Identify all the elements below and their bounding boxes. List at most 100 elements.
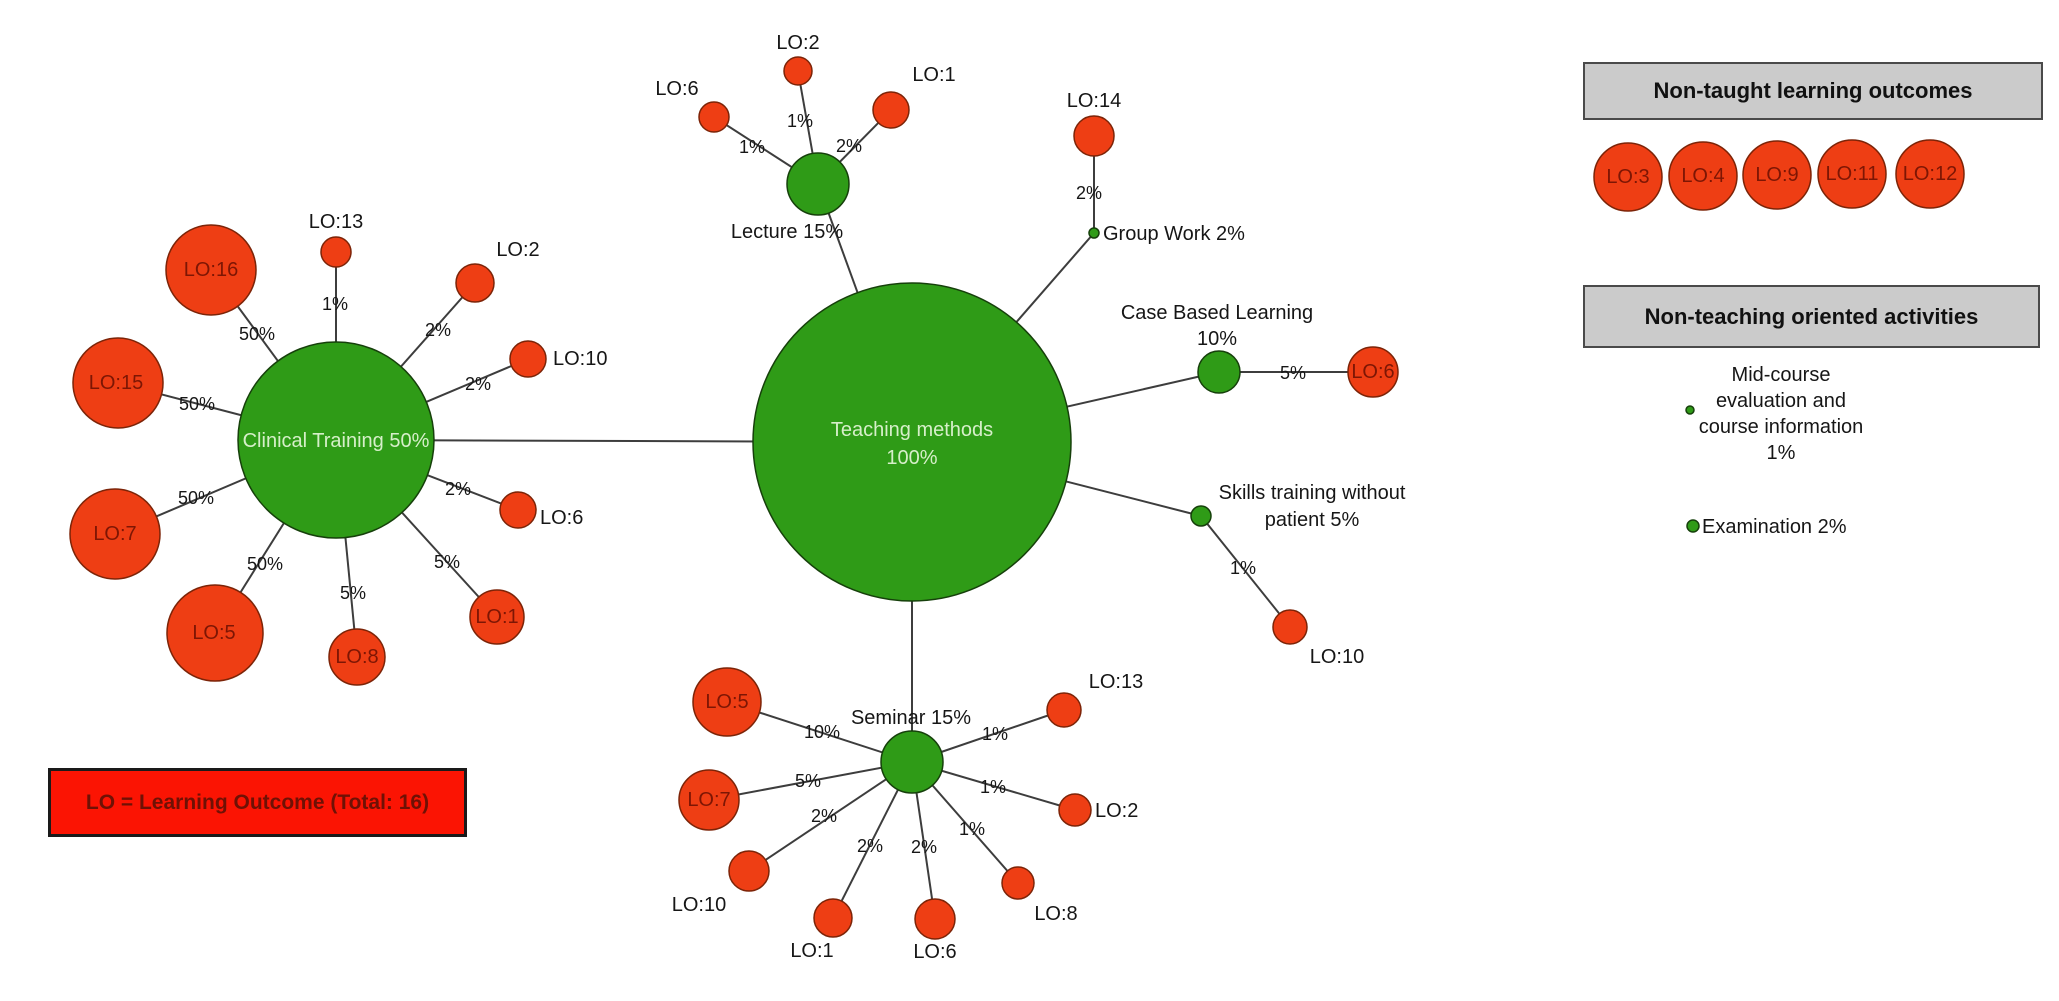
seminar-lo5-label: LO:5	[705, 691, 748, 713]
clinical-lo16-label: LO:16	[184, 259, 238, 281]
edge-label-seminar-lo10: 2%	[811, 806, 837, 826]
clinical-lo7-node	[69, 488, 161, 580]
teaching-methods-label: Teaching methods	[831, 419, 993, 441]
edge-label-cbl-lo6: 5%	[1280, 363, 1306, 383]
teaching-methods-node	[752, 282, 1072, 602]
non-taught-lo9-label: LO:9	[1755, 164, 1798, 186]
clinical-lo13-node	[320, 236, 352, 268]
seminar-lo7-label: LO:7	[687, 789, 730, 811]
seminar-lo6-node	[914, 898, 956, 940]
seminar-lo7-node	[678, 769, 740, 831]
clinical-lo5-node	[166, 584, 264, 682]
edge-label-lecture-lo1: 2%	[836, 136, 862, 156]
seminar-lo2-node	[1058, 793, 1092, 827]
clinical-lo2-node	[455, 263, 495, 303]
seminar-node	[880, 730, 944, 794]
group-work-lo14-label: LO:14	[1067, 90, 1121, 112]
edge-label-clinical-lo2: 2%	[425, 320, 451, 340]
lecture-lo2-node	[783, 56, 813, 86]
clinical-lo6-node	[499, 491, 537, 529]
seminar-lo1-node	[813, 898, 853, 938]
non-taught-lo12-label: LO:12	[1903, 163, 1957, 185]
edge-label-seminar-lo6: 2%	[911, 837, 937, 857]
edge-label-seminar-lo7: 5%	[795, 771, 821, 791]
non-taught-lo11-node	[1817, 139, 1887, 209]
group-work-node	[1088, 227, 1100, 239]
lecture-lo1-label: LO:1	[912, 64, 955, 86]
teaching-methods-label: 100%	[886, 447, 937, 469]
clinical-training-node	[237, 341, 435, 539]
edge-label-clinical-lo8: 5%	[340, 583, 366, 603]
seminar-lo10-label: LO:10	[672, 894, 726, 916]
case-based-learning-node	[1197, 350, 1241, 394]
mid-course-evaluation-label: 1%	[1767, 442, 1796, 464]
clinical-lo2-label: LO:2	[496, 239, 539, 261]
cbl-lo6-node	[1347, 346, 1399, 398]
edge-label-clinical-lo5: 50%	[247, 554, 283, 574]
clinical-lo15-label: LO:15	[89, 372, 143, 394]
non-taught-lo4-node	[1668, 141, 1738, 211]
seminar-label: Seminar 15%	[851, 707, 971, 729]
skills-training-label: patient 5%	[1265, 509, 1360, 531]
seminar-lo5-node	[692, 667, 762, 737]
clinical-lo13-label: LO:13	[309, 211, 363, 233]
seminar-lo13-label: LO:13	[1089, 671, 1143, 693]
non-taught-lo11-label: LO:11	[1826, 163, 1879, 185]
lecture-node	[786, 152, 850, 216]
clinical-lo15-node	[72, 337, 164, 429]
edge-label-clinical-lo13: 1%	[322, 294, 348, 314]
non-taught-lo3-node	[1593, 142, 1663, 212]
skills-training-node	[1190, 505, 1212, 527]
edge-label-seminar-lo8: 1%	[959, 819, 985, 839]
non-taught-lo3-label: LO:3	[1606, 166, 1649, 188]
cbl-lo6-label: LO:6	[1351, 361, 1394, 383]
seminar-lo10-node	[728, 850, 770, 892]
seminar-lo8-node	[1001, 866, 1035, 900]
mid-course-evaluation-label: course information	[1699, 416, 1864, 438]
skills-lo10-label: LO:10	[1310, 646, 1364, 668]
case-based-learning-label: Case Based Learning	[1121, 302, 1313, 324]
edge-label-clinical-lo1: 5%	[434, 552, 460, 572]
examination-label: Examination 2%	[1702, 516, 1847, 538]
mid-course-evaluation-label: Mid-course	[1732, 364, 1831, 386]
edge-label-clinical-lo7: 50%	[178, 488, 214, 508]
mid-course-evaluation-label: evaluation and	[1716, 390, 1846, 412]
lecture-label: Lecture 15%	[731, 221, 844, 243]
non-taught-outcomes-header: Non-taught learning outcomes	[1583, 62, 2043, 120]
clinical-lo8-label: LO:8	[335, 646, 378, 668]
lo-abbreviation-legend: LO = Learning Outcome (Total: 16)	[48, 768, 467, 837]
edge-seminar-to-seminar-lo10	[748, 761, 913, 872]
lecture-lo6-label: LO:6	[655, 78, 698, 100]
seminar-lo1-label: LO:1	[790, 940, 833, 962]
edge-label-lecture-lo6: 1%	[739, 137, 765, 157]
edge-seminar-to-seminar-lo7	[708, 761, 913, 801]
edge-skills-training-to-skills-lo10	[1200, 515, 1291, 628]
group-work-lo14-node	[1073, 115, 1115, 157]
clinical-lo8-node	[328, 628, 386, 686]
skills-lo10-node	[1272, 609, 1308, 645]
seminar-lo6-label: LO:6	[913, 941, 956, 963]
clinical-lo7-label: LO:7	[93, 523, 136, 545]
clinical-lo5-label: LO:5	[192, 622, 235, 644]
seminar-lo2-label: LO:2	[1095, 800, 1138, 822]
edge-label-group-work-lo14: 2%	[1076, 183, 1102, 203]
non-taught-lo9-node	[1742, 140, 1812, 210]
mid-course-evaluation-node	[1685, 405, 1695, 415]
seminar-lo13-node	[1046, 692, 1082, 728]
examination-node	[1686, 519, 1700, 533]
case-based-learning-label: 10%	[1197, 328, 1237, 350]
clinical-lo6-label: LO:6	[540, 507, 583, 529]
clinical-lo10-label: LO:10	[553, 348, 607, 370]
edge-label-lecture-lo2: 1%	[787, 111, 813, 131]
edge-label-seminar-lo13: 1%	[982, 724, 1008, 744]
edge-label-seminar-lo1: 2%	[857, 836, 883, 856]
edge-label-clinical-lo15: 50%	[179, 394, 215, 414]
clinical-lo1-node	[469, 589, 525, 645]
edge-label-seminar-lo5: 10%	[804, 722, 840, 742]
clinical-lo16-node	[165, 224, 257, 316]
non-taught-lo4-label: LO:4	[1681, 165, 1724, 187]
clinical-training-label: Clinical Training 50%	[243, 430, 430, 452]
clinical-lo1-label: LO:1	[475, 606, 518, 628]
